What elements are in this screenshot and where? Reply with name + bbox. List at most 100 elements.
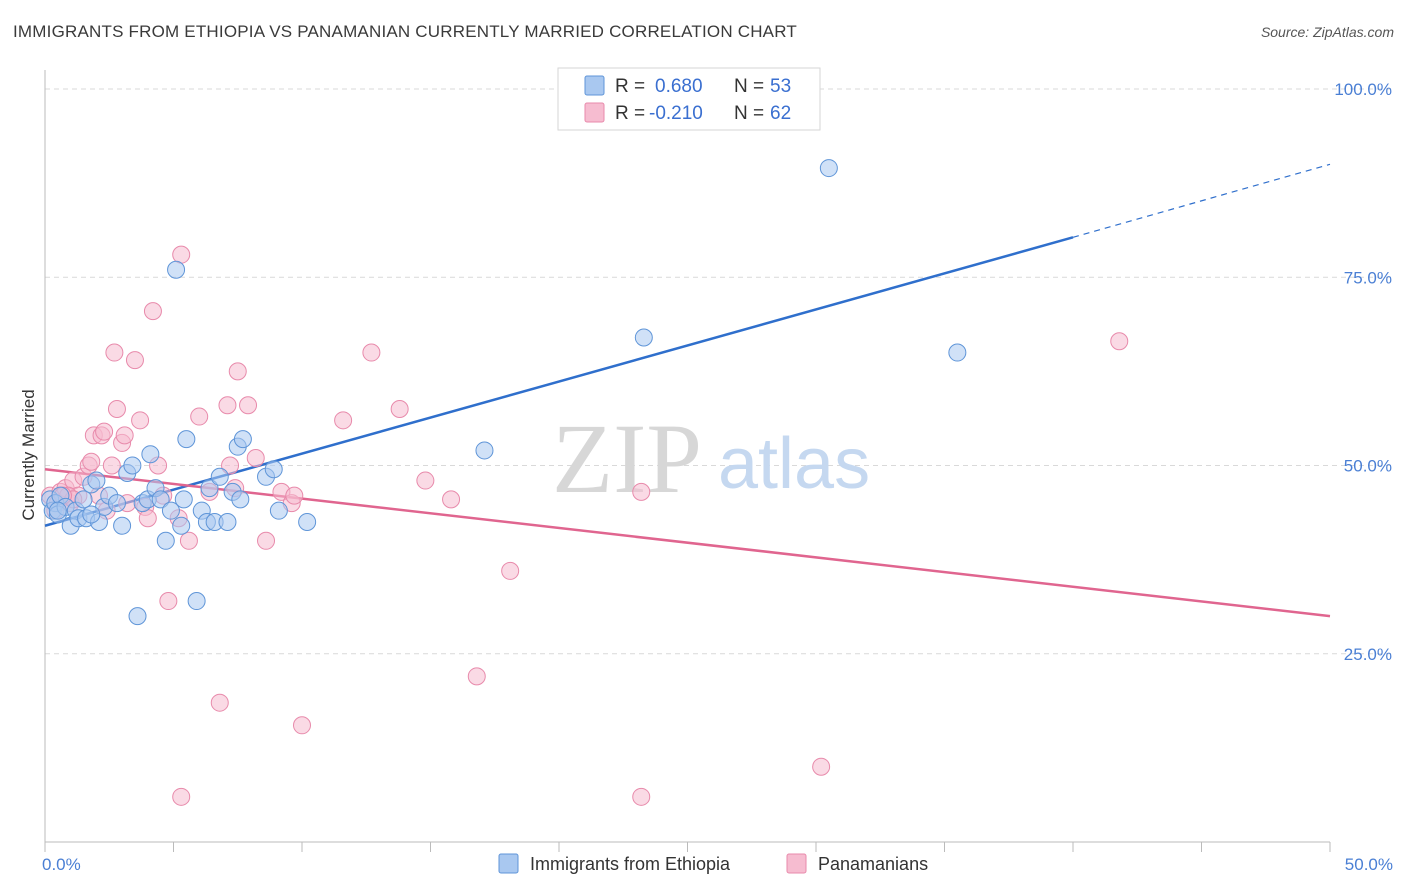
point-ethiopia-49 xyxy=(819,159,838,178)
point-ethiopia-30 xyxy=(174,490,193,509)
series-legend-swatch-panamanians xyxy=(786,853,807,874)
point-panamanians-53 xyxy=(632,482,651,501)
point-ethiopia-26 xyxy=(156,531,175,550)
series-legend: Immigrants from Ethiopia Panamanians xyxy=(498,853,928,874)
x-tick-label-min: 0.0% xyxy=(42,855,81,874)
point-panamanians-49 xyxy=(416,471,435,490)
point-panamanians-47 xyxy=(362,343,381,362)
legend-n-label-1: N = xyxy=(734,76,764,97)
point-ethiopia-42 xyxy=(233,430,252,449)
series-legend-label-ethiopia: Immigrants from Ethiopia xyxy=(530,854,731,874)
x-tick-label-max: 50.0% xyxy=(1345,855,1393,874)
point-ethiopia-44 xyxy=(264,460,283,479)
source-label: Source: ZipAtlas.com xyxy=(1260,24,1394,40)
point-ethiopia-19 xyxy=(123,456,142,475)
point-panamanians-44 xyxy=(285,486,304,505)
legend-n-label-2: N = xyxy=(734,103,764,124)
y-tick-label-25: 25.0% xyxy=(1344,645,1392,664)
point-panamanians-30 xyxy=(172,245,191,264)
point-panamanians-40 xyxy=(246,448,265,467)
point-ethiopia-20 xyxy=(128,607,147,626)
point-panamanians-10 xyxy=(82,452,101,471)
point-ethiopia-51 xyxy=(48,501,67,520)
point-panamanians-25 xyxy=(143,302,162,321)
y-tick-label-100: 100.0% xyxy=(1334,80,1392,99)
point-ethiopia-28 xyxy=(167,260,186,279)
point-panamanians-16 xyxy=(105,343,124,362)
point-panamanians-41 xyxy=(257,531,276,550)
point-panamanians-46 xyxy=(334,411,353,430)
point-panamanians-58 xyxy=(632,787,651,806)
y-tick-label-50: 50.0% xyxy=(1344,457,1392,476)
legend-r-label-2: R = xyxy=(615,103,645,124)
legend-n-value-1: 53 xyxy=(770,76,791,97)
y-axis-label: Currently Married xyxy=(19,389,38,520)
point-ethiopia-17 xyxy=(113,516,132,535)
legend-r-label-1: R = xyxy=(615,76,645,97)
watermark: ZIP atlas xyxy=(552,403,870,514)
point-panamanians-24 xyxy=(138,509,157,528)
legend-n-value-2: 62 xyxy=(770,103,791,124)
point-panamanians-55 xyxy=(1110,332,1129,351)
point-ethiopia-35 xyxy=(200,479,219,498)
point-panamanians-52 xyxy=(501,561,520,580)
watermark-zip: ZIP xyxy=(552,403,702,514)
legend-r-value-2: -0.210 xyxy=(649,103,703,124)
point-ethiopia-31 xyxy=(177,430,196,449)
series-legend-label-panamanians: Panamanians xyxy=(818,854,928,874)
point-ethiopia-38 xyxy=(218,512,237,531)
legend-r-value-1: 0.680 xyxy=(655,76,703,97)
point-ethiopia-45 xyxy=(269,501,288,520)
trend-line-panamanians xyxy=(44,468,1331,618)
point-panamanians-15 xyxy=(102,456,121,475)
point-panamanians-60 xyxy=(95,422,114,441)
grid-lines xyxy=(45,88,1392,655)
chart-title: IMMIGRANTS FROM ETHIOPIA VS PANAMANIAN C… xyxy=(13,22,797,41)
legend-swatch-pink xyxy=(584,102,605,123)
point-panamanians-19 xyxy=(115,426,134,445)
point-ethiopia-41 xyxy=(231,490,250,509)
data-points xyxy=(41,159,1129,806)
point-ethiopia-52 xyxy=(82,505,101,524)
point-ethiopia-47 xyxy=(475,441,494,460)
y-tick-label-75: 75.0% xyxy=(1344,268,1392,287)
point-panamanians-45 xyxy=(293,716,311,735)
point-ethiopia-48 xyxy=(634,328,653,347)
point-panamanians-36 xyxy=(221,456,240,475)
point-ethiopia-29 xyxy=(172,516,191,535)
point-ethiopia-46 xyxy=(298,512,317,531)
legend-swatch-blue xyxy=(584,75,605,96)
point-panamanians-35 xyxy=(218,396,237,415)
point-panamanians-32 xyxy=(190,407,209,426)
point-panamanians-54 xyxy=(812,757,831,776)
point-ethiopia-23 xyxy=(141,445,160,464)
point-ethiopia-37 xyxy=(210,467,229,486)
axes xyxy=(44,70,1331,852)
point-panamanians-48 xyxy=(390,400,409,419)
point-ethiopia-50 xyxy=(948,343,967,362)
point-ethiopia-32 xyxy=(187,592,206,611)
point-panamanians-50 xyxy=(442,490,461,509)
stats-legend: R = 0.680 N = 53 R = -0.210 N = 62 xyxy=(557,67,821,131)
point-panamanians-38 xyxy=(228,362,247,381)
point-ethiopia-12 xyxy=(87,471,106,490)
point-panamanians-31 xyxy=(179,531,198,550)
point-ethiopia-25 xyxy=(151,490,170,509)
point-panamanians-57 xyxy=(172,787,191,806)
point-panamanians-34 xyxy=(210,693,229,712)
point-ethiopia-9 xyxy=(74,490,93,509)
point-ethiopia-16 xyxy=(107,494,126,513)
point-panamanians-28 xyxy=(159,592,178,611)
series-legend-swatch-ethiopia xyxy=(498,853,519,874)
point-panamanians-22 xyxy=(131,411,150,430)
point-panamanians-17 xyxy=(107,400,126,419)
watermark-atlas: atlas xyxy=(718,424,870,504)
point-panamanians-39 xyxy=(239,396,258,415)
point-panamanians-21 xyxy=(125,351,144,370)
trend-line-ethiopia-extension xyxy=(1072,163,1331,238)
point-ethiopia-27 xyxy=(161,501,180,520)
point-panamanians-51 xyxy=(467,667,486,686)
tick-labels: 25.0% 50.0% 75.0% 100.0% 0.0% 50.0% xyxy=(42,80,1393,874)
